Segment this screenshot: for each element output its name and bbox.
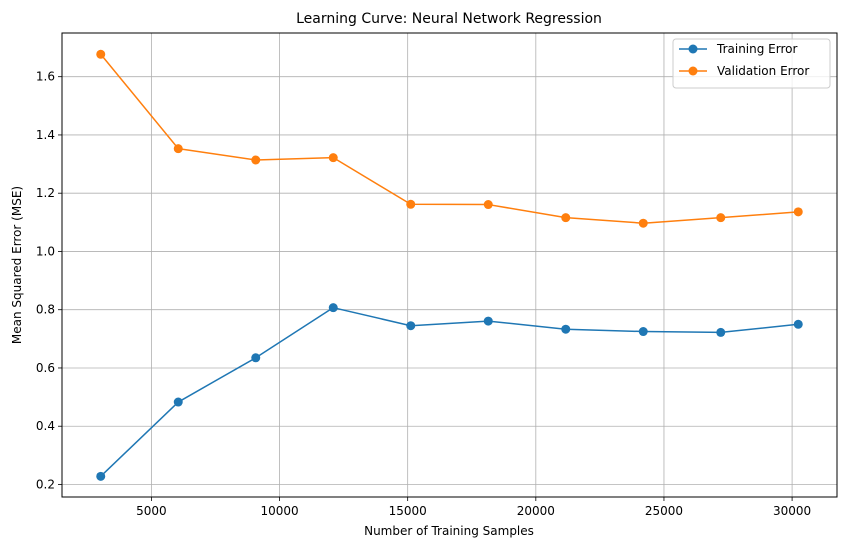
training-error-point xyxy=(638,327,648,337)
legend-training-error-marker xyxy=(688,44,698,54)
y-tick-label: 0.6 xyxy=(36,361,55,375)
y-tick-label: 0.4 xyxy=(36,419,55,433)
training-error-point xyxy=(483,316,493,326)
y-tick-label: 0.8 xyxy=(36,303,55,317)
validation-error-point xyxy=(406,199,416,209)
chart-title: Learning Curve: Neural Network Regressio… xyxy=(296,11,602,27)
training-error-point xyxy=(561,324,571,334)
legend-validation-error-label: Validation Error xyxy=(717,64,809,78)
validation-error-point xyxy=(96,49,106,59)
plot-area-frame xyxy=(61,32,838,498)
x-tick-label: 10000 xyxy=(260,504,298,518)
validation-error-point xyxy=(251,155,261,165)
y-tick-label: 1.4 xyxy=(36,128,55,142)
validation-error-line xyxy=(100,53,799,224)
y-tick-label: 0.2 xyxy=(36,477,55,491)
validation-error-point xyxy=(561,213,571,223)
training-error-point xyxy=(793,319,803,329)
x-tick-label: 30000 xyxy=(773,504,811,518)
legend-box xyxy=(672,38,831,89)
training-error-point xyxy=(173,397,183,407)
validation-error-point xyxy=(793,207,803,217)
training-error-point xyxy=(251,353,261,363)
training-error-line xyxy=(100,306,799,477)
legend-validation-error-marker xyxy=(688,66,698,76)
training-error-point xyxy=(96,471,106,481)
validation-error-point xyxy=(716,213,726,223)
training-error-point xyxy=(716,327,726,337)
legend: Training Error Validation Error xyxy=(672,38,831,89)
training-error-point xyxy=(328,303,338,313)
y-axis-label: Mean Squared Error (MSE) xyxy=(10,186,24,344)
validation-error-point xyxy=(483,200,493,210)
y-tick-label: 1.2 xyxy=(36,186,55,200)
ticks: 5000 10000 15000 20000 25000 30000 0.2 0.4 0.6 0.… xyxy=(36,70,811,518)
validation-error-point xyxy=(638,218,648,228)
x-tick-label: 20000 xyxy=(517,504,555,518)
y-tick-label: 1.6 xyxy=(36,70,55,84)
legend-training-error-label: Training Error xyxy=(716,42,797,56)
validation-error-point xyxy=(173,144,183,154)
series-layer xyxy=(96,49,803,481)
x-tick-label: 15000 xyxy=(389,504,427,518)
y-tick-label: 1.0 xyxy=(36,244,55,258)
grid xyxy=(62,33,837,497)
training-error-point xyxy=(406,321,416,331)
x-tick-label: 25000 xyxy=(645,504,683,518)
x-axis-label: Number of Training Samples xyxy=(364,524,534,538)
x-tick-label: 5000 xyxy=(136,504,167,518)
validation-error-point xyxy=(328,153,338,163)
